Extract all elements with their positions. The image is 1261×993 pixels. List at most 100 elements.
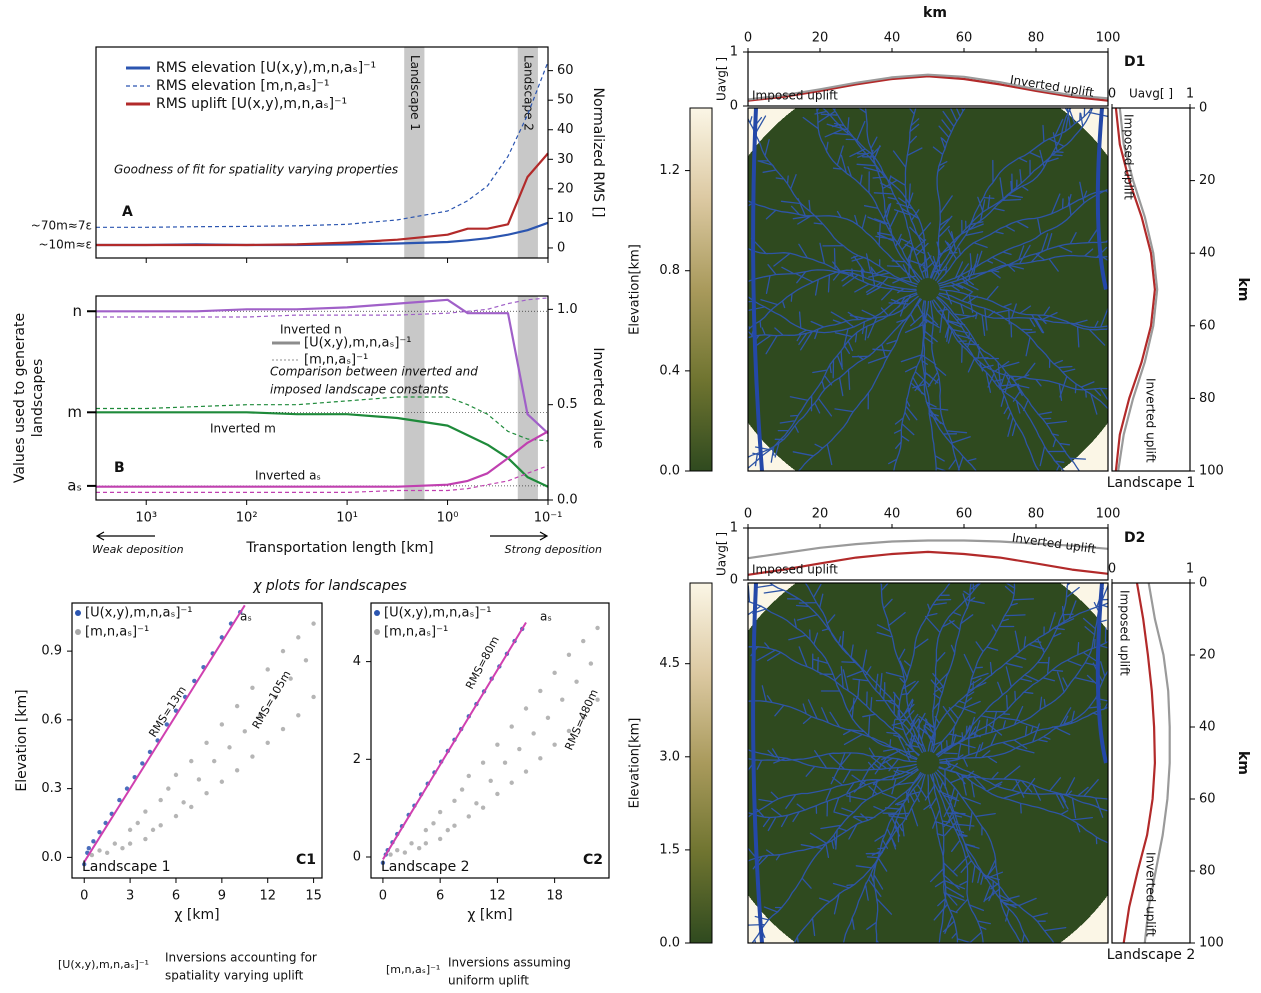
plot-frame	[747, 51, 1109, 107]
y-tick-label: 0.5	[557, 397, 578, 412]
x-tick-label: 0	[744, 507, 752, 522]
point	[219, 722, 225, 727]
point	[204, 740, 209, 745]
series-line	[96, 152, 549, 247]
point	[509, 780, 514, 785]
y-axis-label: Values used to generate	[12, 313, 28, 483]
point	[219, 779, 225, 784]
x-tick-label: 9	[218, 889, 226, 904]
y-axis-label: km	[1235, 751, 1251, 775]
point	[242, 729, 247, 734]
y-tick-label: 20	[1199, 648, 1216, 663]
y-tick-label: 60	[1199, 318, 1216, 333]
point	[431, 821, 436, 826]
series-line	[1117, 107, 1159, 472]
y-tick-label: 1.0	[557, 302, 578, 317]
y-tick-label: 100	[1199, 936, 1224, 951]
point	[402, 850, 408, 855]
y-tick-label: 10	[557, 211, 574, 226]
y-tick-label: 60	[1199, 792, 1216, 807]
section-title: χ plots for landscapes	[252, 578, 407, 594]
y-axis-label: Inverted value	[590, 347, 606, 448]
y-axis-label: landscapes	[30, 359, 46, 438]
point	[423, 841, 429, 846]
terrain	[748, 108, 1108, 471]
point	[523, 706, 529, 711]
y-tick-label: 30	[557, 152, 574, 167]
point	[560, 697, 565, 702]
series-line	[96, 221, 549, 247]
point	[117, 797, 122, 803]
series-label: Inverted uplift	[1009, 73, 1095, 100]
x-tick-label: 80	[1028, 31, 1045, 46]
plot-frame	[95, 46, 549, 259]
point	[595, 625, 600, 631]
x-tick-label: 0	[1108, 87, 1116, 102]
point	[311, 621, 316, 626]
series-label: Inverted aₛ	[255, 469, 321, 483]
point	[588, 661, 594, 666]
point	[212, 758, 217, 764]
series-label: Imposed uplift	[752, 89, 838, 103]
y-tick-label: 50	[557, 93, 574, 108]
point	[437, 809, 443, 815]
x-tick-label: 18	[546, 889, 563, 904]
point	[380, 860, 386, 866]
y-axis-label: Uavg[ ]	[715, 57, 729, 101]
point	[273, 694, 278, 700]
legend-swatch	[75, 629, 81, 635]
x-axis-label: χ [km]	[174, 907, 219, 923]
note-text: Inversions assuming	[448, 956, 571, 970]
point	[89, 852, 95, 858]
series-label: Imposed uplift	[1118, 590, 1132, 676]
point	[181, 800, 186, 805]
note-text: spatiality varying uplift	[165, 969, 304, 983]
point	[127, 841, 133, 846]
point	[192, 678, 197, 684]
y-tick-label: 4	[353, 654, 361, 669]
series-label: Inverted uplift	[1144, 378, 1158, 463]
y-tick-label: 0	[557, 240, 565, 255]
point	[250, 685, 255, 690]
y-tick-label: 0	[730, 573, 738, 588]
point	[416, 846, 422, 851]
rivers	[748, 583, 1108, 943]
legend-label: RMS elevation [m,n,aₛ]⁻¹	[156, 78, 330, 94]
plot-frame	[747, 527, 1109, 581]
point	[296, 635, 301, 640]
y-tick-label: 80	[1199, 864, 1216, 879]
y-tick-label: 100	[1199, 464, 1224, 479]
point	[388, 852, 393, 857]
panel-label: D2	[1124, 530, 1145, 546]
point	[124, 786, 130, 791]
terrain	[748, 583, 1108, 943]
point	[437, 836, 443, 842]
x-axis-label: km	[923, 5, 947, 21]
x-tick-label: 60	[956, 31, 973, 46]
point	[538, 756, 543, 761]
note: Landscape 2	[1107, 947, 1196, 963]
x-tick-label: 1	[1186, 87, 1194, 102]
point	[566, 728, 572, 734]
plot-frame	[370, 602, 610, 879]
panel-label: A	[122, 204, 133, 220]
point	[104, 850, 110, 855]
series-line	[1143, 582, 1171, 944]
y-tick-label: n	[72, 302, 82, 320]
point	[595, 697, 600, 702]
colorbar	[689, 107, 713, 472]
y-tick-label: 1	[730, 521, 738, 536]
panel-label: D1	[1124, 54, 1145, 70]
annotation: Weak deposition	[92, 543, 184, 556]
x-tick-label: 6	[172, 889, 180, 904]
point	[459, 787, 465, 792]
legend-label: [m,n,aₛ]⁻¹	[304, 353, 368, 368]
band-label: Landscape 1	[408, 55, 422, 131]
y-tick-label: m	[67, 403, 82, 421]
point	[280, 726, 286, 732]
note: Landscape 1	[1107, 475, 1196, 491]
point	[452, 798, 457, 804]
point	[552, 670, 557, 676]
point	[265, 740, 270, 745]
